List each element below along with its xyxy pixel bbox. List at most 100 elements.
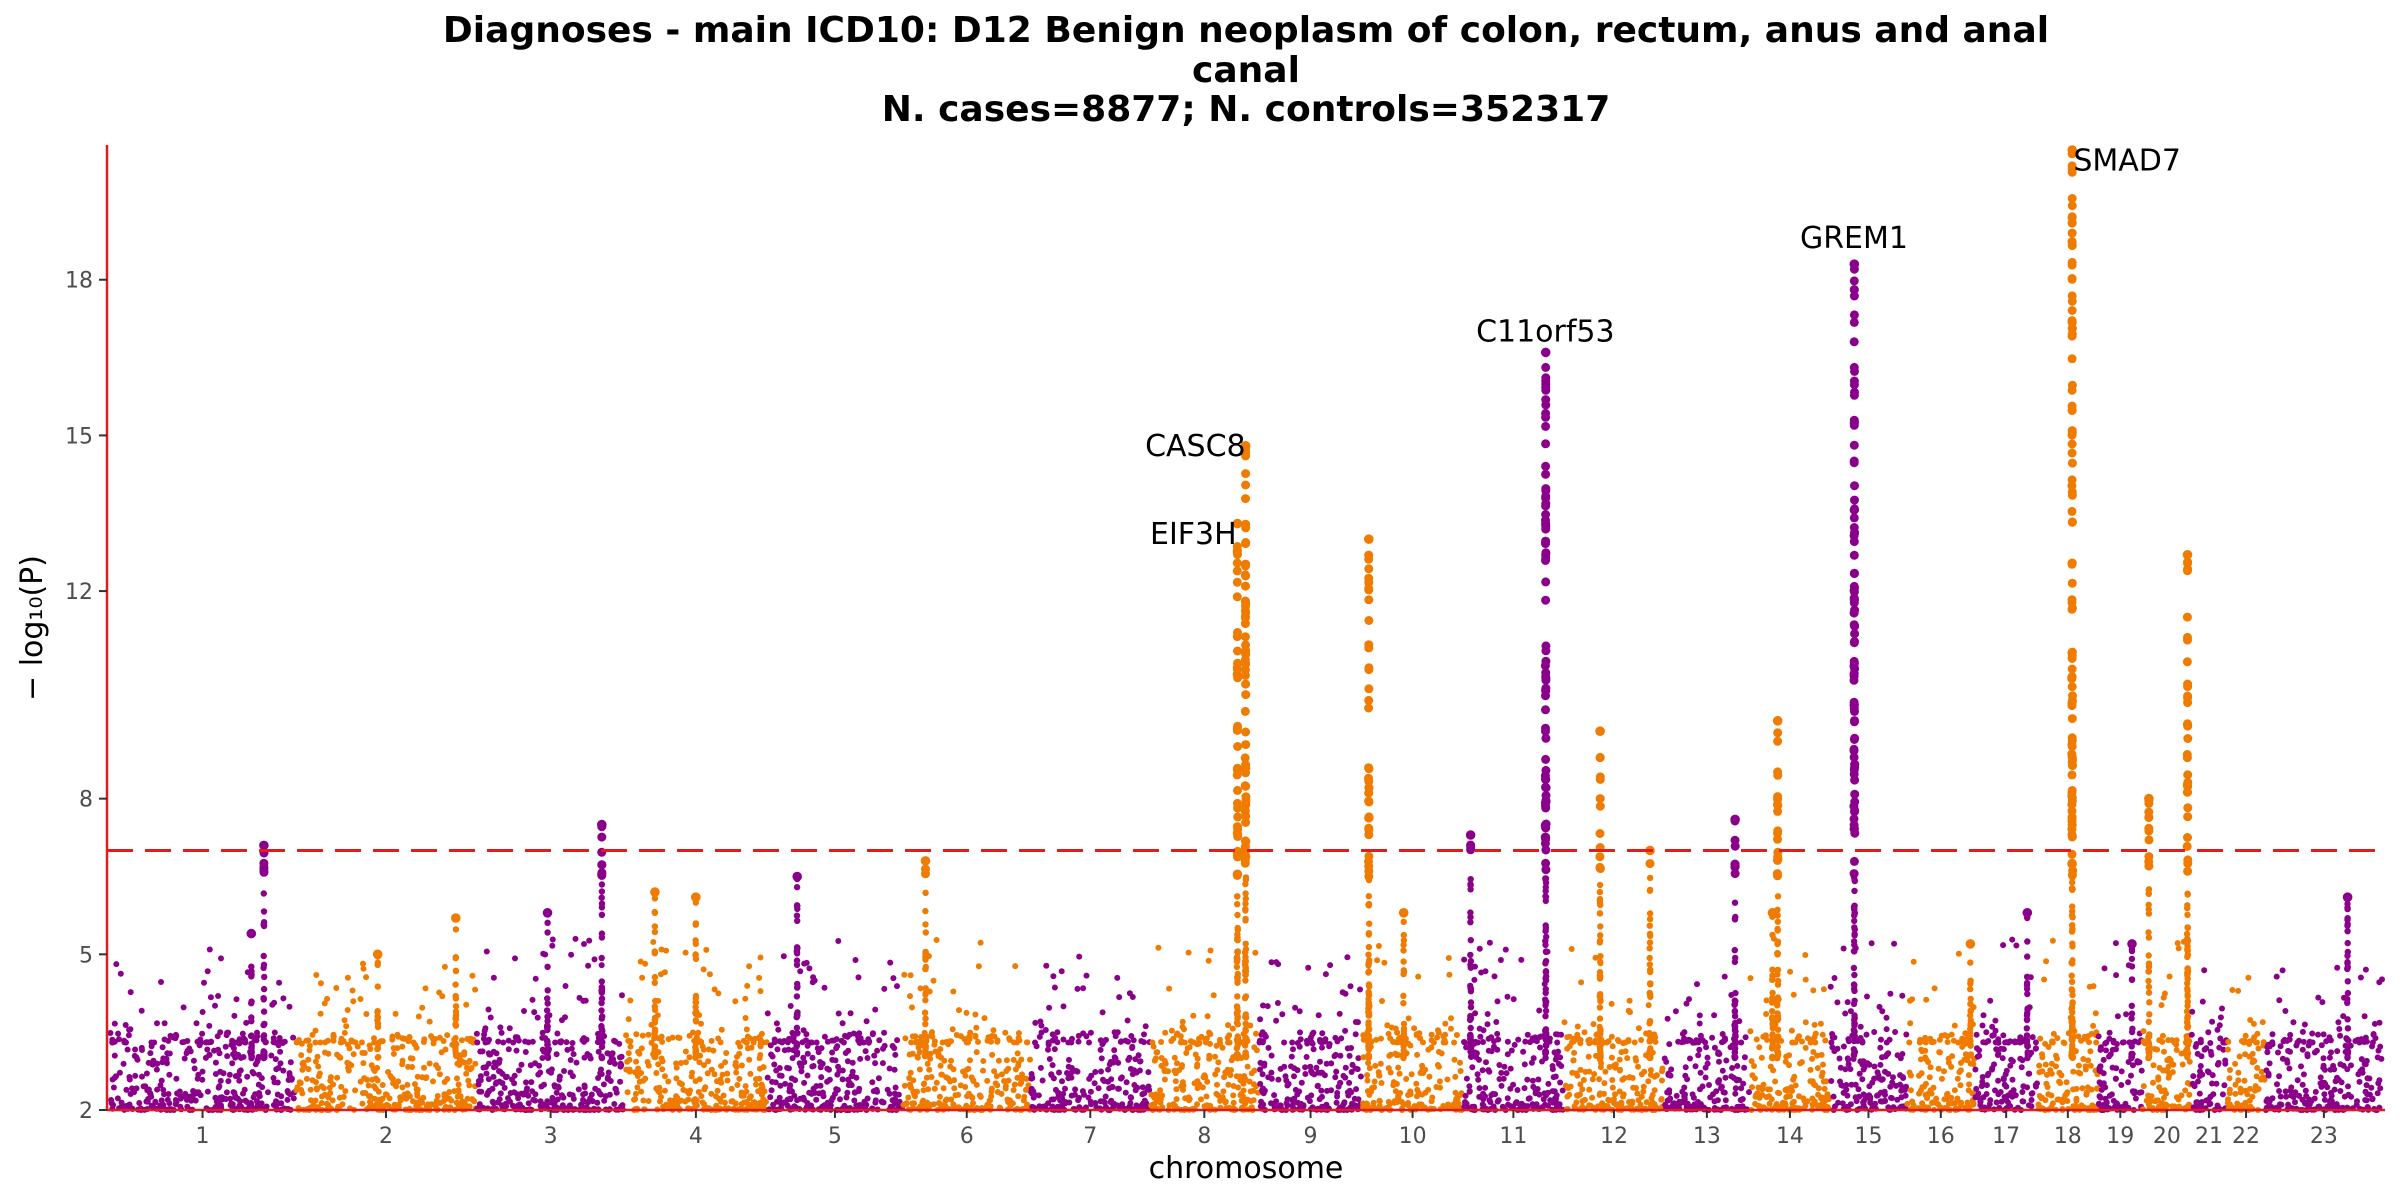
- snp-point: [1773, 767, 1783, 777]
- snp-point: [1232, 663, 1242, 673]
- snp-point: [1526, 1095, 1533, 1102]
- snp-point: [158, 979, 164, 985]
- snp-point: [483, 948, 490, 955]
- snp-point: [235, 1051, 242, 1058]
- snp-point: [1376, 1097, 1383, 1104]
- snp-point: [1897, 1081, 1903, 1088]
- snp-point: [871, 1052, 878, 1059]
- snp-point: [1400, 992, 1407, 999]
- snp-point: [418, 1097, 424, 1103]
- snp-point: [1773, 834, 1782, 844]
- snp-point: [973, 1049, 980, 1056]
- snp-point: [1289, 1102, 1296, 1109]
- snp-point: [503, 1073, 510, 1080]
- snp-point: [1241, 690, 1251, 700]
- snp-point: [1448, 1025, 1454, 1032]
- snp-point: [1821, 1085, 1828, 1092]
- snp-point: [1114, 974, 1121, 981]
- snp-point: [269, 1001, 276, 1008]
- snp-point: [1626, 997, 1633, 1004]
- snp-point: [753, 1081, 759, 1088]
- snp-point: [1512, 1100, 1519, 1107]
- snp-point: [360, 965, 367, 972]
- snp-point: [260, 908, 268, 915]
- chromosome-1-points: [107, 840, 298, 1113]
- snp-point: [1591, 1071, 1598, 1077]
- snp-point: [718, 1063, 725, 1069]
- snp-point: [248, 1014, 255, 1021]
- snp-point: [912, 1039, 919, 1046]
- snp-point: [1425, 1086, 1432, 1093]
- snp-point: [575, 1086, 582, 1093]
- snp-point: [1542, 969, 1550, 976]
- snp-point: [1498, 1069, 1505, 1076]
- snp-point: [835, 938, 842, 944]
- snp-point: [1364, 783, 1374, 793]
- snp-point: [1241, 519, 1251, 529]
- snp-point: [849, 1059, 856, 1066]
- snp-point: [1364, 813, 1374, 823]
- snp-point: [1574, 1072, 1581, 1079]
- chromosome-7-points: [1028, 953, 1153, 1113]
- snp-point: [857, 1055, 864, 1062]
- snp-point: [1196, 1081, 1203, 1088]
- snp-point: [1812, 1030, 1819, 1037]
- snp-point: [645, 1062, 652, 1069]
- snp-point: [1108, 1076, 1115, 1083]
- snp-point: [782, 1080, 789, 1087]
- snp-point: [740, 1037, 747, 1044]
- snp-point: [344, 974, 351, 981]
- snp-point: [824, 1065, 831, 1072]
- snp-point: [359, 1090, 366, 1096]
- snp-point: [1100, 1076, 1106, 1083]
- snp-point: [1015, 1093, 1022, 1100]
- snp-point: [199, 1009, 206, 1015]
- peak-top-snp: [1767, 908, 1778, 918]
- snp-point: [1092, 1100, 1099, 1106]
- snp-point: [1137, 1058, 1143, 1065]
- snp-point: [932, 1048, 939, 1055]
- snp-point: [1476, 1025, 1483, 1032]
- snp-point: [1532, 1086, 1539, 1093]
- snp-point: [1609, 1084, 1616, 1091]
- snp-point: [1241, 1101, 1248, 1107]
- snp-point: [1123, 1079, 1130, 1086]
- snp-point: [1297, 1036, 1304, 1043]
- snp-point: [964, 1093, 971, 1100]
- peak-top-snp: [1364, 534, 1374, 544]
- snp-point: [757, 954, 764, 961]
- snp-point: [921, 1052, 929, 1060]
- snp-point: [724, 1077, 731, 1084]
- snp-point: [308, 1097, 314, 1104]
- snp-point: [1236, 1073, 1243, 1080]
- snp-point: [1364, 595, 1374, 605]
- snp-point: [184, 1103, 191, 1110]
- snp-point: [704, 1070, 711, 1077]
- snp-point: [881, 1029, 888, 1036]
- snp-point: [1232, 828, 1242, 838]
- snp-point: [1769, 966, 1776, 973]
- snp-point: [1232, 822, 1242, 832]
- snp-point: [1541, 823, 1551, 833]
- snp-point: [1521, 1085, 1528, 1092]
- snp-point: [229, 1060, 236, 1067]
- snp-point: [371, 1035, 377, 1042]
- snp-point: [1850, 824, 1859, 834]
- snp-point: [658, 1033, 665, 1040]
- snp-point: [1256, 1039, 1263, 1046]
- snp-point: [1542, 922, 1549, 929]
- snp-point: [529, 996, 536, 1003]
- snp-point: [293, 1087, 300, 1094]
- snp-point: [179, 1039, 186, 1046]
- snp-point: [780, 953, 787, 960]
- snp-point: [1364, 550, 1374, 560]
- snp-point: [1480, 1102, 1487, 1109]
- snp-point: [1467, 909, 1474, 916]
- snp-point: [475, 1078, 482, 1084]
- snp-point: [1059, 1078, 1065, 1085]
- snp-point: [217, 1068, 224, 1075]
- snp-point: [1856, 1070, 1863, 1077]
- snp-point: [166, 1100, 173, 1107]
- snp-point: [836, 1067, 843, 1074]
- snp-point: [875, 1075, 882, 1082]
